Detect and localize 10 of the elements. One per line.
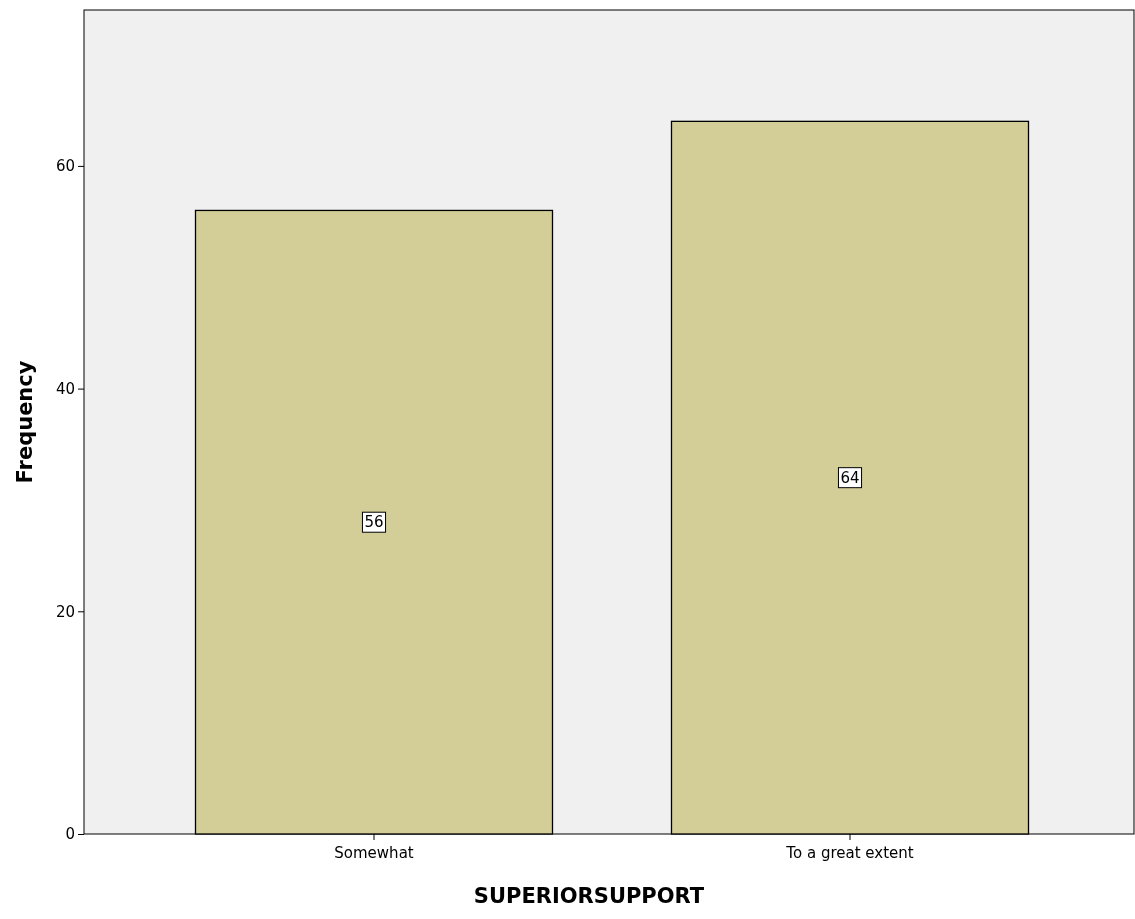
x-tick-label: Somewhat	[334, 844, 414, 862]
data-label: 56	[364, 513, 384, 532]
x-axis-title: SUPERIORSUPPORT	[473, 884, 705, 908]
y-tick-label: 0	[65, 825, 75, 844]
data-label: 64	[840, 468, 860, 487]
y-tick-label: 40	[55, 379, 75, 398]
y-tick-label: 60	[55, 157, 75, 176]
y-tick-label: 20	[55, 602, 75, 621]
y-axis-title: Frequency	[13, 360, 37, 484]
x-tick-label: To a great extent	[785, 844, 914, 862]
